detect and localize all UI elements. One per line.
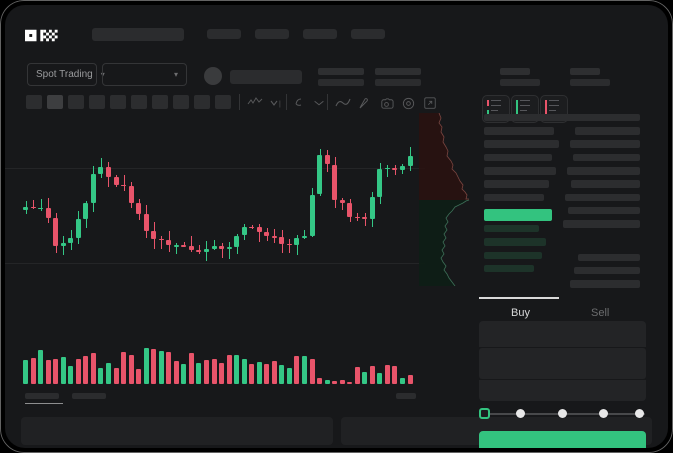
svg-text:|: | bbox=[279, 101, 281, 108]
